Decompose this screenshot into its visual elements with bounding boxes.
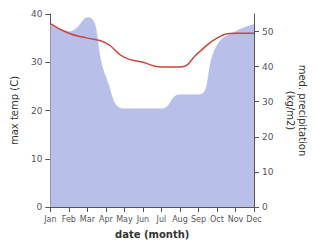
svg-text:40: 40 [262, 62, 274, 72]
svg-text:Apr: Apr [99, 215, 114, 224]
svg-text:10: 10 [262, 167, 274, 177]
svg-text:Sep: Sep [191, 215, 206, 224]
svg-text:date (month): date (month) [115, 229, 189, 240]
svg-text:max temp (C): max temp (C) [9, 76, 20, 145]
svg-text:Dec: Dec [246, 215, 261, 224]
svg-text:20: 20 [262, 132, 274, 142]
svg-text:10: 10 [31, 154, 43, 164]
svg-text:Mar: Mar [80, 215, 96, 224]
svg-text:20: 20 [31, 106, 43, 116]
svg-text:Nov: Nov [228, 215, 244, 224]
svg-text:Aug: Aug [172, 215, 188, 224]
svg-text:Jan: Jan [43, 215, 56, 224]
svg-text:(kg/m2): (kg/m2) [285, 91, 296, 131]
svg-text:Jul: Jul [156, 215, 167, 224]
svg-text:May: May [116, 215, 133, 224]
svg-text:30: 30 [31, 57, 43, 67]
svg-text:40: 40 [31, 9, 43, 19]
svg-text:0: 0 [262, 202, 268, 212]
svg-text:0: 0 [37, 202, 43, 212]
svg-text:50: 50 [262, 27, 274, 37]
svg-text:30: 30 [262, 97, 274, 107]
svg-text:Feb: Feb [62, 215, 76, 224]
svg-text:Oct: Oct [210, 215, 224, 224]
svg-text:med. precipitation: med. precipitation [297, 65, 308, 157]
svg-text:Jun: Jun [136, 215, 150, 224]
